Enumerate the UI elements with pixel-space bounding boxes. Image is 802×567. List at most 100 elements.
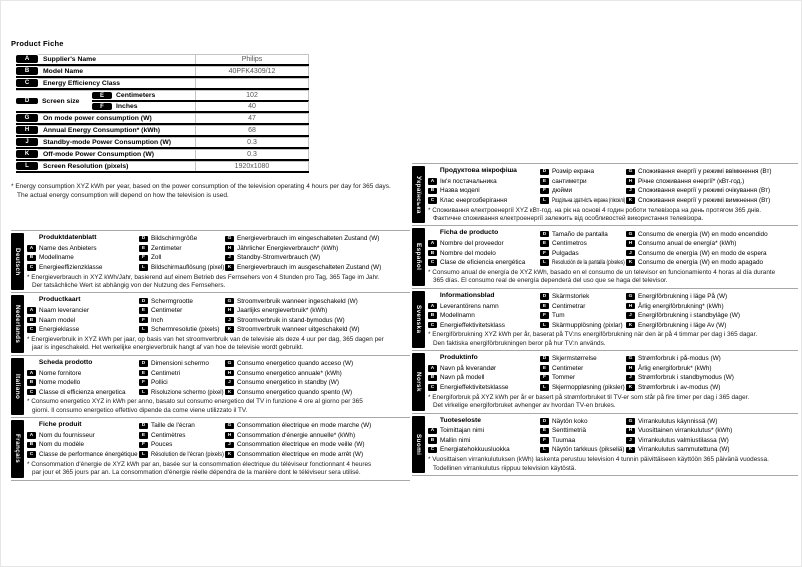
item-key-badge: A (27, 245, 36, 252)
lang-block-4: Français Fiche produit A Nom du fournisseur… (11, 417, 410, 479)
item-label: Consommation électrique en mode veille (… (237, 441, 365, 449)
item-key-badge: A (27, 369, 36, 377)
item-label: Energieffektivitetsklasse (440, 383, 509, 391)
spec-item: F Zoll (139, 253, 225, 263)
lang-block-1: Deutsch Produktdatenblatt A Name des Anbiet… (11, 230, 410, 292)
item-key-badge: F (139, 316, 148, 324)
item-key-badge: D (540, 168, 549, 175)
block-footnote: * Vuosittaisen virrankulutuksen (kWh) la… (428, 456, 798, 473)
item-label: сантиметри (552, 177, 587, 185)
item-key-badge: A (27, 307, 36, 314)
lang-col-2: D Skjermstørrelse E Centimeter F Tommer L Skjer… (540, 354, 626, 392)
spec-item: A Name des Anbieters (27, 244, 139, 254)
item-key-badge: F (139, 379, 148, 386)
footnote-line: Det virkelige energiforbruket avhenger a… (432, 402, 616, 410)
lang-body: Tuoteseloste A Toimittajan nimi B Mallin nim… (428, 416, 798, 473)
spec-item: C Energieklasse (27, 325, 139, 335)
spec-item: E Centimètres (139, 431, 225, 441)
spec-item: K Consumo energetico quando spento (W) (225, 387, 410, 397)
item-key-badge: D (540, 230, 549, 238)
language-tab: Suomi (412, 415, 425, 474)
lang-col-1: Produktdatenblatt A Name des Anbieters B Mod… (27, 234, 139, 272)
item-key-badge: E (540, 365, 549, 372)
footnote-line: * Energy consumption XYZ kWh per year, b… (11, 183, 391, 190)
item-label: Pouces (151, 441, 173, 449)
item-key-badge: D (139, 360, 148, 367)
item-key-badge: C (27, 451, 36, 458)
item-label: дюйми (552, 187, 573, 195)
item-key-badge: B (428, 249, 437, 257)
item-label: Consumo energetico quando acceso (W) (237, 360, 354, 368)
spec-item: L Risoluzione schermo (pixel) (139, 387, 225, 397)
item-key-badge: C (27, 326, 36, 333)
item-key-badge: G (225, 360, 234, 367)
spec-item: J Strømforbruk i standbymodus (W) (626, 373, 798, 383)
footnote-line: 365 días. El consumo real de energía dep… (432, 277, 668, 285)
item-label: Consumo energetico annuale* (kWh) (237, 369, 342, 377)
item-key-badge: B (428, 187, 437, 194)
lang-col-3: G Strømforbruk i på-modus (W) H Årlig energ… (626, 354, 798, 392)
spec-item: D Schermgrootte (139, 296, 225, 306)
spec-item: B Modellname (27, 253, 139, 263)
item-label: Споживання енергії у режимі вимкнення (В… (638, 196, 771, 204)
item-key-badge: G (626, 168, 635, 175)
spec-item: D Taille de l'écran (139, 421, 225, 431)
lang-body: Produktinfo A Navn på leverandør B Navn på m… (428, 353, 798, 410)
item-key-badge: C (428, 197, 437, 204)
item-label: Nome fornitore (39, 369, 82, 377)
lang-col-3: G Stroomverbruik wanneer ingeschakeld (W)… (225, 296, 410, 334)
item-label: Energieverbrauch im ausgeschalteten Zust… (237, 263, 382, 271)
spec-item: H Річне споживання енергії* (кВт-год.) (626, 177, 798, 187)
spec-item: G Energiförbrukning i läge På (W) (626, 292, 798, 302)
lang-body: Fiche produit A Nom du fournisseur B Nom du … (27, 420, 410, 477)
item-key-badge: D (139, 422, 148, 430)
item-key-badge: H (225, 432, 234, 439)
spec-item: A Leverantörens namn (428, 301, 540, 311)
product-fiche-table: A Supplier's Name Philips B Model Name 4… (16, 54, 309, 173)
item-label: Schermgrootte (151, 297, 193, 305)
table-subrow-centimeters: E Centimeters 102 (92, 90, 309, 100)
lang-columns: Productkaart A Naam leverancier B Naam model… (27, 296, 410, 334)
item-key-badge: G (626, 355, 635, 363)
language-name: Français (14, 434, 21, 464)
language-tab: Svenska (412, 290, 425, 349)
spec-item: F Pouces (139, 440, 225, 450)
item-label: Centímetros (552, 240, 587, 248)
spec-item: H Consumo energetico annuale* (kWh) (225, 368, 410, 378)
row-key-badge: C (16, 79, 38, 87)
item-label: Toimittajan nimi (440, 427, 485, 435)
item-key-badge: L (540, 446, 549, 454)
spec-item: D Dimensioni schermo (139, 359, 225, 369)
item-key-badge: J (225, 316, 234, 324)
lang-columns: Fiche produit A Nom du fournisseur B Nom du … (27, 421, 410, 459)
item-label: Virrankulutus käynnissä (W) (638, 417, 718, 425)
item-key-badge: K (626, 446, 635, 454)
item-label: Consommation électrique en mode marche (… (237, 422, 372, 430)
spec-item: J Consommation électrique en mode veille … (225, 440, 410, 450)
table-row-annual-energy: H Annual Energy Consumption* (kWh) 68 (16, 125, 309, 137)
item-label: Name des Anbieters (39, 244, 97, 252)
language-name: Suomi (415, 433, 422, 455)
spec-item: H Vuosittainen virrankulutus* (kWh) (626, 426, 798, 436)
spec-item: K Strømforbruk i av-modus (W) (626, 383, 798, 393)
footnote-line: * Consommation d'énergie de XYZ kWh par … (27, 460, 372, 468)
language-name: Deutsch (14, 247, 21, 276)
item-label: Centimeter (552, 364, 584, 372)
item-label: Stroomverbruik wanneer uitgeschakeld (W) (237, 326, 360, 334)
spec-item: E Zentimeter (139, 244, 225, 254)
spec-item: D Розмір екрана (540, 167, 626, 177)
item-key-badge: A (428, 240, 437, 247)
lang-block-9: Suomi Tuoteseloste A Toimittajan nimi B Malli… (412, 412, 798, 475)
item-key-badge: E (139, 307, 148, 314)
lang-col-3: G Energiförbrukning i läge På (W) H Årlig e… (626, 292, 798, 330)
spec-item: H Årlig energiforbruk* (kWh) (626, 364, 798, 374)
spec-item: E Centimetrar (540, 301, 626, 311)
row-key-badge: B (16, 67, 38, 75)
row-key-badge: K (16, 150, 38, 158)
item-label: Споживання енергії у режимі ввімкнення (… (638, 168, 772, 176)
item-label: Energieeffizienzklasse (39, 263, 103, 271)
spec-item: D Skjermstørrelse (540, 354, 626, 364)
spec-item: G Stroomverbruik wanneer ingeschakeld (W) (225, 296, 410, 306)
item-key-badge: G (225, 297, 234, 305)
spec-item: H Jaarlijks energieverbruik* (kWh) (225, 306, 410, 316)
